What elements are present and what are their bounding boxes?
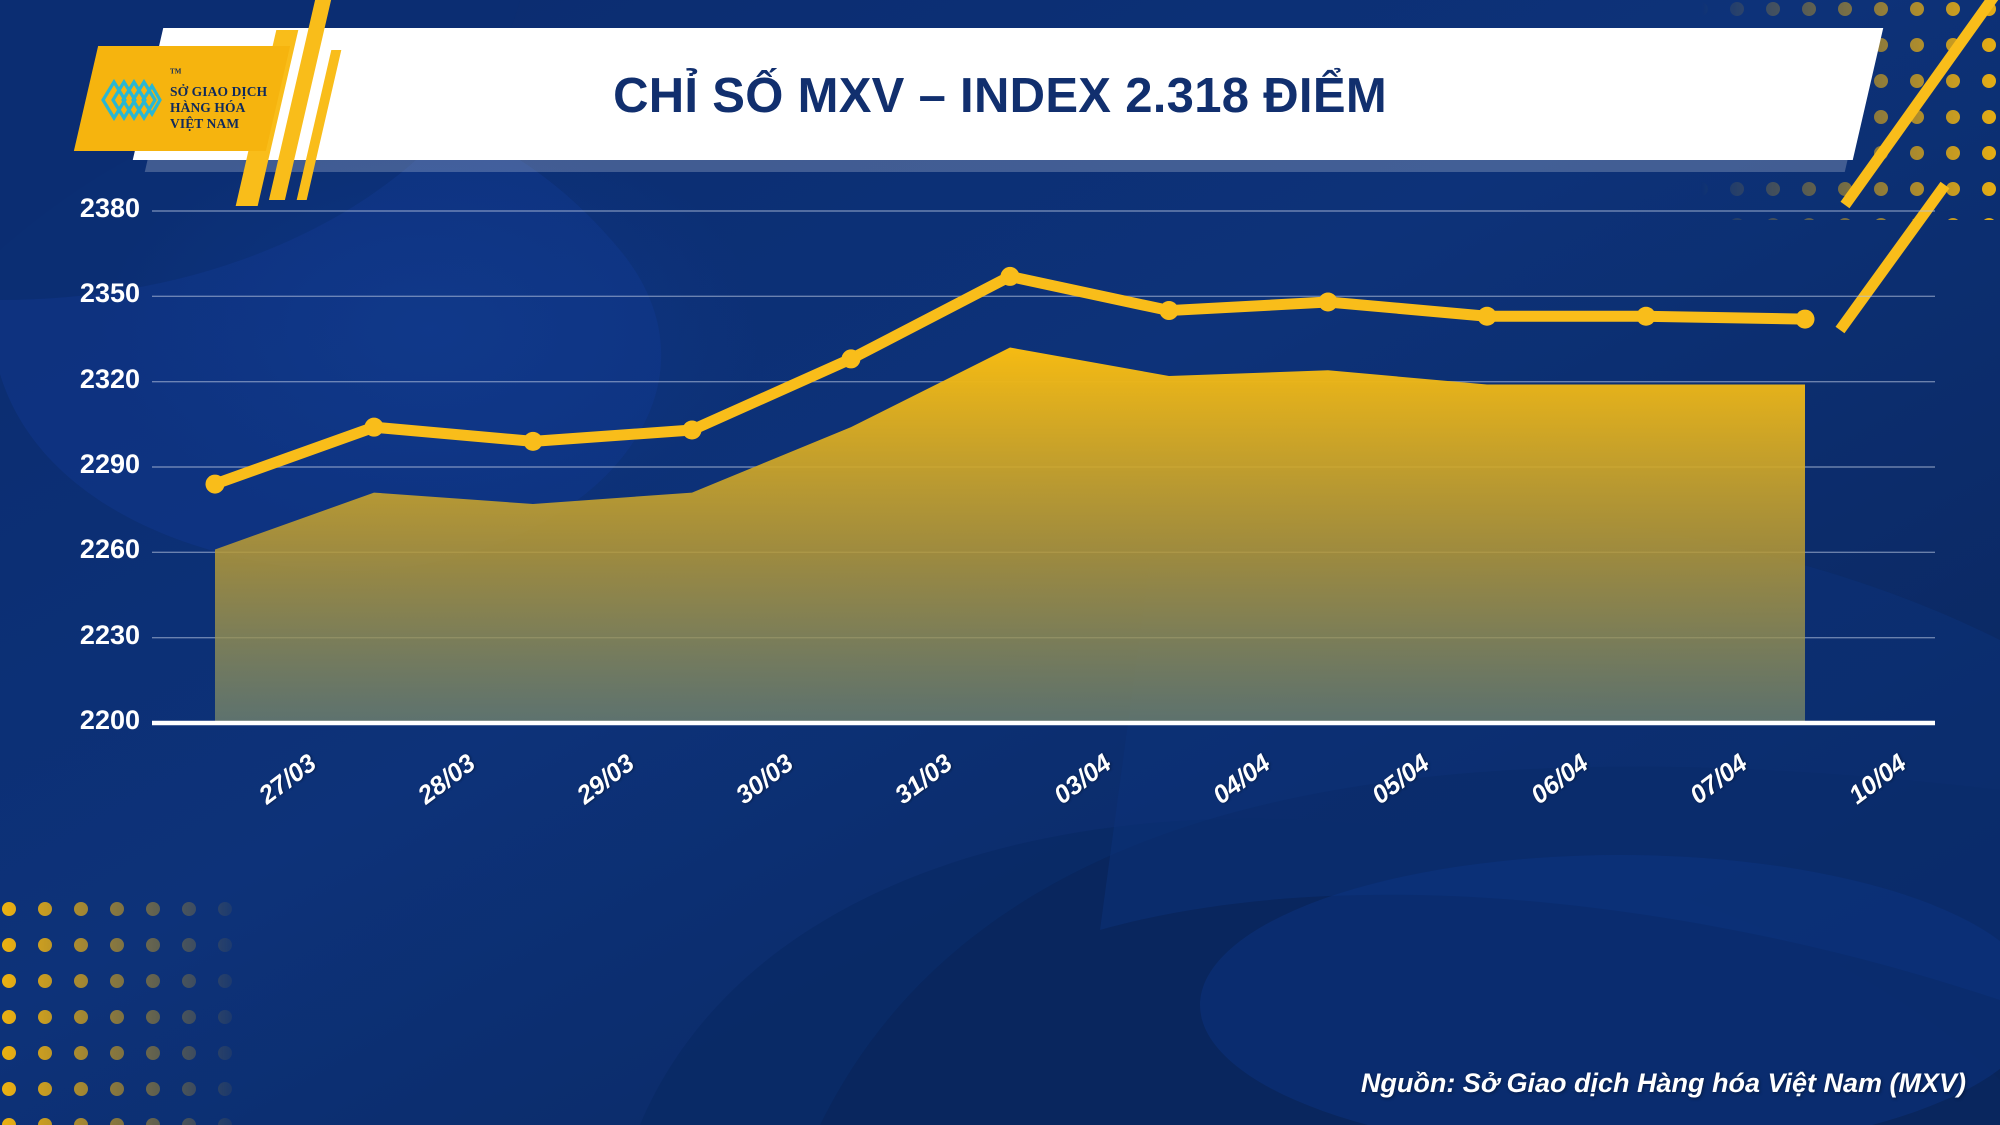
logo-line-1: SỞ GIAO DỊCH — [170, 83, 268, 99]
data-point-marker — [1000, 266, 1020, 286]
chart-data-point-markers — [205, 266, 1815, 494]
data-point-marker — [1795, 309, 1815, 329]
data-point-marker — [364, 417, 384, 437]
y-axis-tick-label: 2230 — [79, 619, 140, 650]
data-point-marker — [682, 420, 702, 440]
data-point-marker — [523, 431, 543, 451]
logo-trademark: TM — [170, 67, 182, 76]
chart-area-series — [215, 347, 1805, 723]
data-point-marker — [205, 474, 225, 494]
page-title: CHỈ SỐ MXV – INDEX 2.318 ĐIỂM — [613, 69, 1387, 123]
y-axis-tick-label: 2290 — [79, 449, 140, 479]
y-axis-tick-label: 2320 — [79, 363, 140, 394]
y-axis-tick-label: 2350 — [79, 278, 140, 309]
y-axis-tick-label: 2260 — [79, 534, 140, 565]
logo-text: TM SỞ GIAO DỊCH HÀNG HÓA VIỆT NAM — [170, 67, 267, 133]
area-fill — [215, 347, 1805, 723]
data-point-marker — [1318, 292, 1338, 312]
logo-line-2: HÀNG HÓA — [170, 100, 246, 115]
y-axis-tick-label: 2380 — [79, 193, 140, 223]
data-point-marker — [1159, 301, 1179, 321]
y-axis-tick-label: 2200 — [79, 705, 140, 735]
mxv-weave-logo-icon — [101, 78, 162, 122]
brand-logo: TM SỞ GIAO DỊCH HÀNG HÓA VIỆT NAM — [92, 50, 278, 150]
data-point-marker — [841, 349, 861, 369]
logo-line-3: VIỆT NAM — [170, 116, 240, 132]
data-point-marker — [1636, 306, 1656, 326]
source-attribution: Nguồn: Sở Giao dịch Hàng hóa Việt Nam (M… — [1360, 1068, 1966, 1098]
data-point-marker — [1477, 306, 1497, 326]
